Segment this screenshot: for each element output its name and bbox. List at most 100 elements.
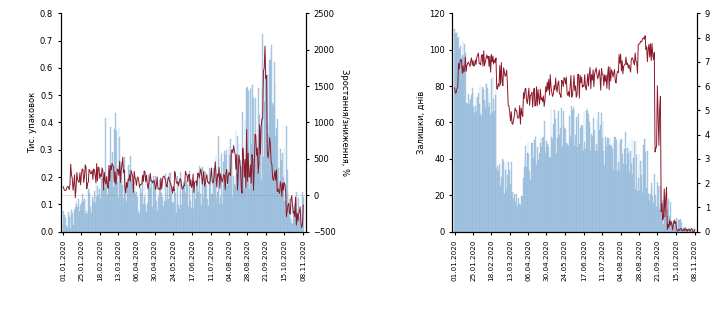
Bar xyxy=(202,169,204,232)
Bar xyxy=(189,195,190,232)
Bar xyxy=(488,107,489,232)
Bar xyxy=(254,159,255,232)
Bar xyxy=(466,106,468,232)
Bar xyxy=(179,194,180,232)
Bar xyxy=(506,189,507,232)
Bar xyxy=(297,215,298,232)
Bar xyxy=(481,116,482,232)
Bar xyxy=(69,215,70,232)
Bar xyxy=(176,213,177,232)
Bar xyxy=(178,205,179,232)
Bar xyxy=(175,193,176,232)
Bar xyxy=(84,199,85,232)
Bar xyxy=(622,154,623,232)
Bar xyxy=(261,180,262,232)
Bar xyxy=(605,137,606,232)
Bar xyxy=(85,214,86,232)
Bar xyxy=(208,206,209,232)
Bar xyxy=(149,180,150,232)
Bar xyxy=(689,229,690,232)
Bar xyxy=(505,169,506,232)
Bar xyxy=(455,33,456,232)
Bar xyxy=(595,151,596,232)
Bar xyxy=(656,207,657,232)
Bar xyxy=(534,140,535,232)
Bar xyxy=(670,202,671,232)
Bar xyxy=(79,207,80,232)
Bar xyxy=(99,189,100,232)
Bar xyxy=(644,139,645,232)
Bar xyxy=(508,194,509,232)
Bar xyxy=(510,184,511,232)
Bar xyxy=(562,147,563,232)
Bar xyxy=(235,130,236,232)
Bar xyxy=(559,135,560,232)
Bar xyxy=(92,203,93,232)
Bar xyxy=(584,142,585,232)
Bar xyxy=(233,176,234,232)
Bar xyxy=(150,188,151,232)
Bar xyxy=(668,220,669,232)
Bar xyxy=(632,139,633,232)
Bar xyxy=(206,184,207,232)
Bar xyxy=(561,108,562,232)
Bar xyxy=(491,79,492,232)
Bar xyxy=(290,204,292,232)
Bar xyxy=(209,168,210,232)
Bar xyxy=(676,217,677,232)
Bar xyxy=(464,44,465,232)
Bar xyxy=(520,205,521,232)
Bar xyxy=(74,210,75,232)
Bar xyxy=(681,222,682,232)
Bar xyxy=(188,206,189,232)
Bar xyxy=(267,125,268,232)
Bar xyxy=(613,170,614,232)
Bar xyxy=(122,185,123,232)
Bar xyxy=(522,201,523,232)
Bar xyxy=(287,192,288,232)
Bar xyxy=(469,105,470,232)
Bar xyxy=(610,139,611,232)
Bar xyxy=(131,179,132,232)
Bar xyxy=(558,111,559,232)
Bar xyxy=(273,105,274,232)
Bar xyxy=(544,121,545,232)
Bar xyxy=(241,167,242,232)
Bar xyxy=(286,126,287,232)
Bar xyxy=(591,134,592,232)
Bar xyxy=(691,231,692,232)
Bar xyxy=(243,160,244,232)
Bar xyxy=(169,173,171,232)
Bar xyxy=(679,220,680,232)
Bar xyxy=(237,136,238,232)
Bar xyxy=(200,194,201,232)
Bar xyxy=(551,137,552,232)
Bar xyxy=(530,180,531,232)
Bar xyxy=(497,166,498,232)
Bar xyxy=(250,89,251,232)
Bar xyxy=(117,182,118,232)
Bar xyxy=(604,165,605,232)
Bar xyxy=(526,167,527,232)
Bar xyxy=(104,188,105,232)
Bar xyxy=(630,151,631,232)
Bar xyxy=(239,144,240,232)
Bar xyxy=(646,188,647,232)
Bar xyxy=(645,139,646,232)
Bar xyxy=(155,176,156,232)
Bar xyxy=(582,126,583,232)
Bar xyxy=(249,150,250,232)
Bar xyxy=(132,184,133,232)
Bar xyxy=(283,177,284,232)
Bar xyxy=(210,180,211,232)
Bar xyxy=(542,138,543,232)
Bar xyxy=(95,204,96,232)
Bar xyxy=(669,216,670,232)
Bar xyxy=(151,177,152,232)
Bar xyxy=(607,138,608,232)
Bar xyxy=(589,122,590,232)
Bar xyxy=(575,135,576,232)
Bar xyxy=(88,189,89,232)
Bar xyxy=(655,196,656,232)
Bar xyxy=(593,118,594,232)
